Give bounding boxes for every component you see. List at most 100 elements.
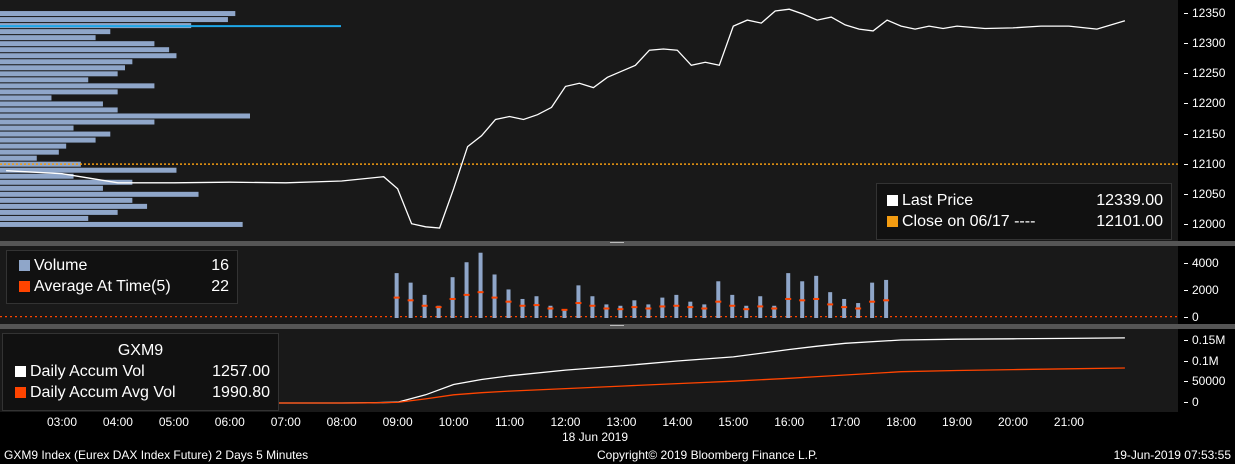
volume-profile-bar [0, 89, 118, 95]
volume-profile-bar [0, 203, 148, 209]
accum-y-tick: 0 [1184, 395, 1199, 409]
volume-bar [884, 279, 889, 318]
volume-profile-bar [0, 71, 118, 77]
average-mark [813, 297, 820, 300]
volume-profile-bar [0, 197, 133, 203]
x-axis-tick: 20:00 [997, 415, 1028, 429]
accum-chart [6, 337, 1125, 404]
volume-profile-bar [0, 131, 111, 137]
x-axis-tick: 12:00 [550, 415, 581, 429]
volume-bar [394, 273, 399, 318]
accum-legend: GXM9 Daily Accum Vol 1257.00 Daily Accum… [2, 333, 279, 411]
volume-profile-bar [0, 179, 133, 185]
accum-avg-swatch [15, 387, 26, 399]
volume-bar [520, 298, 525, 318]
volume-bar [450, 277, 455, 318]
footer-timestamp: 19-Jun-2019 07:53:55 [1113, 448, 1231, 462]
volume-bar [618, 305, 623, 318]
accum-vol-row: Daily Accum Vol [15, 363, 145, 381]
volume-profile-bar [0, 191, 199, 197]
price-legend: Last Price 12339.00 Close on 06/17 ---- … [876, 183, 1172, 240]
volume-bar [688, 301, 693, 318]
average-mark [561, 308, 568, 311]
close-label: Close on 06/17 ---- [902, 213, 1036, 230]
volume-profile-bar [0, 95, 52, 101]
accum-vol-swatch [15, 366, 26, 378]
accum-avg-label: Daily Accum Avg Vol [30, 384, 176, 401]
volume-profile-bar [0, 77, 89, 83]
volume-profile-bar [0, 167, 177, 173]
volume-panel: Volume 16 Average At Time(5) 22 [0, 246, 1178, 324]
last-price-swatch [887, 195, 898, 207]
volume-legend: Volume 16 Average At Time(5) 22 [6, 250, 238, 304]
x-axis-tick: 07:00 [270, 415, 301, 429]
average-mark [519, 304, 526, 307]
volume-bar [702, 304, 707, 318]
volume-profile-bar [0, 35, 96, 41]
x-axis-tick: 06:00 [214, 415, 245, 429]
average-mark [575, 302, 582, 305]
x-axis-tick: 05:00 [158, 415, 189, 429]
average-mark [449, 297, 456, 300]
volume-bar [870, 282, 875, 318]
volume-bar [534, 296, 539, 318]
volume-bar [772, 305, 777, 318]
average-mark [659, 305, 666, 308]
footer-security: GXM9 Index (Eurex DAX Index Future) 2 Da… [4, 448, 309, 462]
average-mark [393, 296, 400, 299]
close-swatch [887, 216, 898, 228]
avg-time-value: 22 [211, 278, 229, 295]
volume-bar [464, 262, 469, 318]
footer-copyright: Copyright© 2019 Bloomberg Finance L.P. [597, 448, 818, 462]
volume-profile-bar [0, 29, 111, 35]
average-mark [841, 306, 848, 309]
volume-swatch [19, 260, 30, 272]
accum-vol-label: Daily Accum Vol [30, 363, 145, 380]
price-y-tick: 12100 [1183, 156, 1226, 171]
volume-bar [604, 304, 609, 318]
average-mark [463, 293, 470, 296]
volume-bar [590, 296, 595, 318]
x-axis-tick: 15:00 [718, 415, 749, 429]
accum-title: GXM9 [117, 342, 164, 359]
accum-y-tick: 0.15M [1183, 333, 1226, 348]
volume-profile-bar [0, 185, 103, 191]
x-axis-tick: 04:00 [102, 415, 133, 429]
volume-bar [548, 305, 553, 318]
average-mark [603, 307, 610, 310]
accum-avg-line [6, 367, 1125, 404]
volume-y-tick: 4000 [1184, 255, 1219, 270]
x-axis-date-label: 18 Jun 2019 [561, 430, 629, 444]
last-price-row: Last Price [887, 192, 973, 210]
volume-profile-bar [0, 47, 170, 53]
last-price-value: 12339.00 [1096, 192, 1163, 209]
average-mark [435, 306, 442, 309]
volume-profile-bar [0, 113, 250, 119]
volume-profile-bar [0, 137, 96, 143]
x-axis-tick: 17:00 [830, 415, 861, 429]
average-mark [883, 299, 890, 302]
average-mark [631, 306, 638, 309]
volume-bar [478, 252, 483, 318]
average-mark [771, 307, 778, 310]
last-price-label: Last Price [902, 192, 974, 209]
volume-bar [562, 309, 567, 318]
x-axis-tick: 10:00 [438, 415, 469, 429]
volume-bar [744, 305, 749, 318]
price-y-tick: 12150 [1183, 126, 1226, 141]
average-mark [701, 307, 708, 310]
volume-profile-bar [0, 143, 67, 149]
x-axis-tick: 14:00 [662, 415, 693, 429]
average-mark [729, 304, 736, 307]
average-mark [757, 305, 764, 308]
volume-bar [632, 300, 637, 318]
volume-profile-bar [0, 125, 74, 131]
close-row: Close on 06/17 ---- [887, 213, 1035, 231]
average-mark [421, 304, 428, 307]
average-mark [547, 307, 554, 310]
avg-time-row: Average At Time(5) [19, 278, 171, 296]
price-chart [0, 8, 1178, 229]
average-mark [827, 303, 834, 306]
volume-bar [646, 304, 651, 318]
volume-bar [506, 289, 511, 318]
